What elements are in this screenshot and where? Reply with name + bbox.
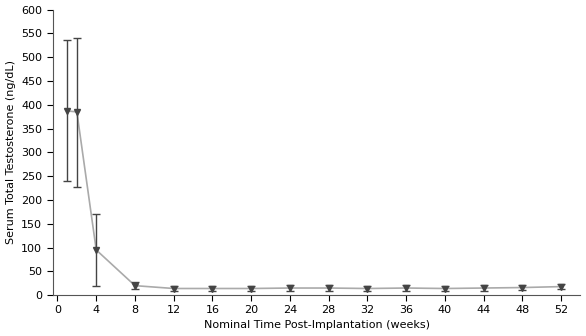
- Y-axis label: Serum Total Testosterone (ng/dL): Serum Total Testosterone (ng/dL): [5, 60, 16, 244]
- X-axis label: Nominal Time Post-Implantation (weeks): Nominal Time Post-Implantation (weeks): [203, 321, 430, 330]
